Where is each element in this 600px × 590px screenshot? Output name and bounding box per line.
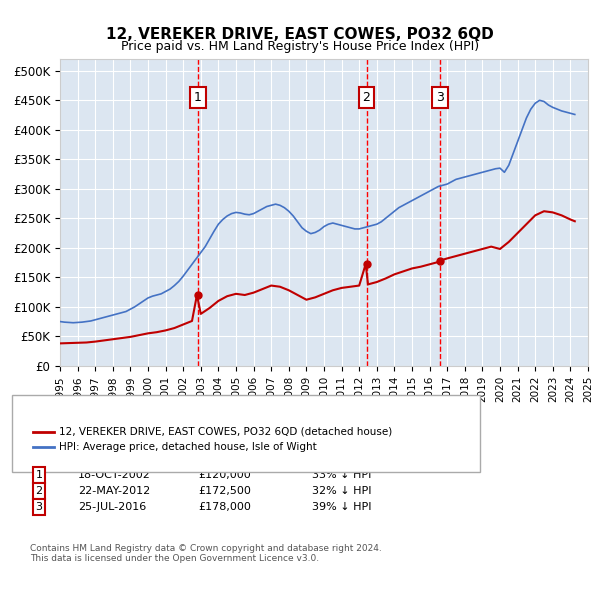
Text: 25-JUL-2016: 25-JUL-2016	[78, 502, 146, 512]
Text: 33% ↓ HPI: 33% ↓ HPI	[312, 470, 371, 480]
Text: 1: 1	[35, 470, 43, 480]
Text: 12, VEREKER DRIVE, EAST COWES, PO32 6QD (detached house): 12, VEREKER DRIVE, EAST COWES, PO32 6QD …	[59, 427, 392, 437]
Text: £172,500: £172,500	[198, 486, 251, 496]
Text: 3: 3	[436, 91, 444, 104]
Text: 1: 1	[194, 91, 202, 104]
Text: Price paid vs. HM Land Registry's House Price Index (HPI): Price paid vs. HM Land Registry's House …	[121, 40, 479, 53]
Text: HPI: Average price, detached house, Isle of Wight: HPI: Average price, detached house, Isle…	[59, 442, 317, 451]
Text: Contains HM Land Registry data © Crown copyright and database right 2024.
This d: Contains HM Land Registry data © Crown c…	[30, 544, 382, 563]
Text: 2: 2	[362, 91, 370, 104]
Text: 39% ↓ HPI: 39% ↓ HPI	[312, 502, 371, 512]
Text: 18-OCT-2002: 18-OCT-2002	[78, 470, 151, 480]
Text: 22-MAY-2012: 22-MAY-2012	[78, 486, 150, 496]
Text: £178,000: £178,000	[198, 502, 251, 512]
Text: 12, VEREKER DRIVE, EAST COWES, PO32 6QD: 12, VEREKER DRIVE, EAST COWES, PO32 6QD	[106, 27, 494, 41]
Text: 2: 2	[35, 486, 43, 496]
Text: 3: 3	[35, 502, 43, 512]
Text: £120,000: £120,000	[198, 470, 251, 480]
Text: 32% ↓ HPI: 32% ↓ HPI	[312, 486, 371, 496]
